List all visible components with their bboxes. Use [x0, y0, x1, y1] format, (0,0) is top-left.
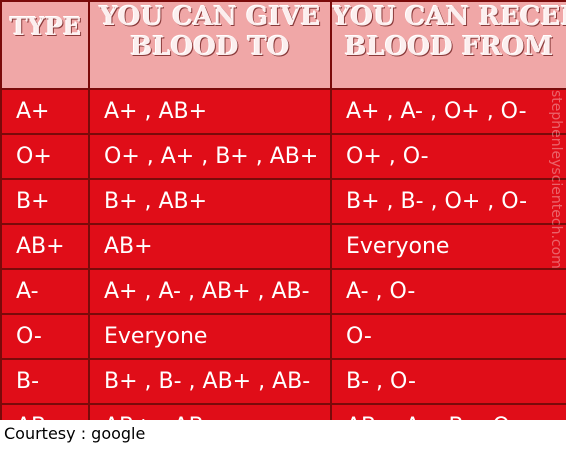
header-receive: YOU CAN RECEIVE BLOOD FROM [330, 0, 566, 90]
receive-cell: O- [330, 313, 566, 360]
table-row: AB+ AB+ Everyone [0, 223, 566, 270]
blood-type-cell: B- [0, 358, 90, 405]
table-row: AB- AB+ , AB- AB- , A- , B- , O- [0, 403, 566, 420]
blood-type-cell: AB- [0, 403, 90, 420]
give-cell: B+ , AB+ [88, 178, 332, 225]
give-cell: B+ , B- , AB+ , AB- [88, 358, 332, 405]
blood-type-cell: AB+ [0, 223, 90, 270]
receive-cell: A+ , A- , O+ , O- [330, 88, 566, 135]
give-cell: A+ , AB+ [88, 88, 332, 135]
courtesy-caption: Courtesy : google [4, 424, 146, 443]
receive-cell: A- , O- [330, 268, 566, 315]
blood-type-cell: O- [0, 313, 90, 360]
blood-type-cell: A- [0, 268, 90, 315]
header-give-line2: BLOOD TO [130, 32, 290, 62]
table-row: B- B+ , B- , AB+ , AB- B- , O- [0, 358, 566, 405]
header-type: TYPE [0, 0, 90, 90]
header-give: YOU CAN GIVE BLOOD TO [88, 0, 332, 90]
watermark-text: stephenleyscientech.com [548, 90, 564, 269]
receive-cell: B+ , B- , O+ , O- [330, 178, 566, 225]
table-row: O+ O+ , A+ , B+ , AB+ O+ , O- [0, 133, 566, 180]
give-cell: AB+ , AB- [88, 403, 332, 420]
blood-type-cell: O+ [0, 133, 90, 180]
receive-cell: B- , O- [330, 358, 566, 405]
receive-cell: Everyone [330, 223, 566, 270]
blood-type-cell: A+ [0, 88, 90, 135]
header-row: TYPE YOU CAN GIVE BLOOD TO YOU CAN RECEI… [0, 0, 566, 90]
table-row: A- A+ , A- , AB+ , AB- A- , O- [0, 268, 566, 315]
compatibility-table: TYPE YOU CAN GIVE BLOOD TO YOU CAN RECEI… [0, 0, 566, 420]
table-row: B+ B+ , AB+ B+ , B- , O+ , O- [0, 178, 566, 225]
receive-cell: AB- , A- , B- , O- [330, 403, 566, 420]
give-cell: A+ , A- , AB+ , AB- [88, 268, 332, 315]
give-cell: O+ , A+ , B+ , AB+ [88, 133, 332, 180]
give-cell: AB+ [88, 223, 332, 270]
header-give-line1: YOU CAN GIVE [99, 2, 321, 32]
blood-type-cell: B+ [0, 178, 90, 225]
header-receive-line2: BLOOD FROM [344, 32, 554, 62]
give-cell: Everyone [88, 313, 332, 360]
header-receive-line1: YOU CAN RECEIVE [332, 2, 565, 32]
table-row: O- Everyone O- [0, 313, 566, 360]
receive-cell: O+ , O- [330, 133, 566, 180]
blood-compatibility-chart: TYPE YOU CAN GIVE BLOOD TO YOU CAN RECEI… [0, 0, 566, 420]
table-row: A+ A+ , AB+ A+ , A- , O+ , O- [0, 88, 566, 135]
